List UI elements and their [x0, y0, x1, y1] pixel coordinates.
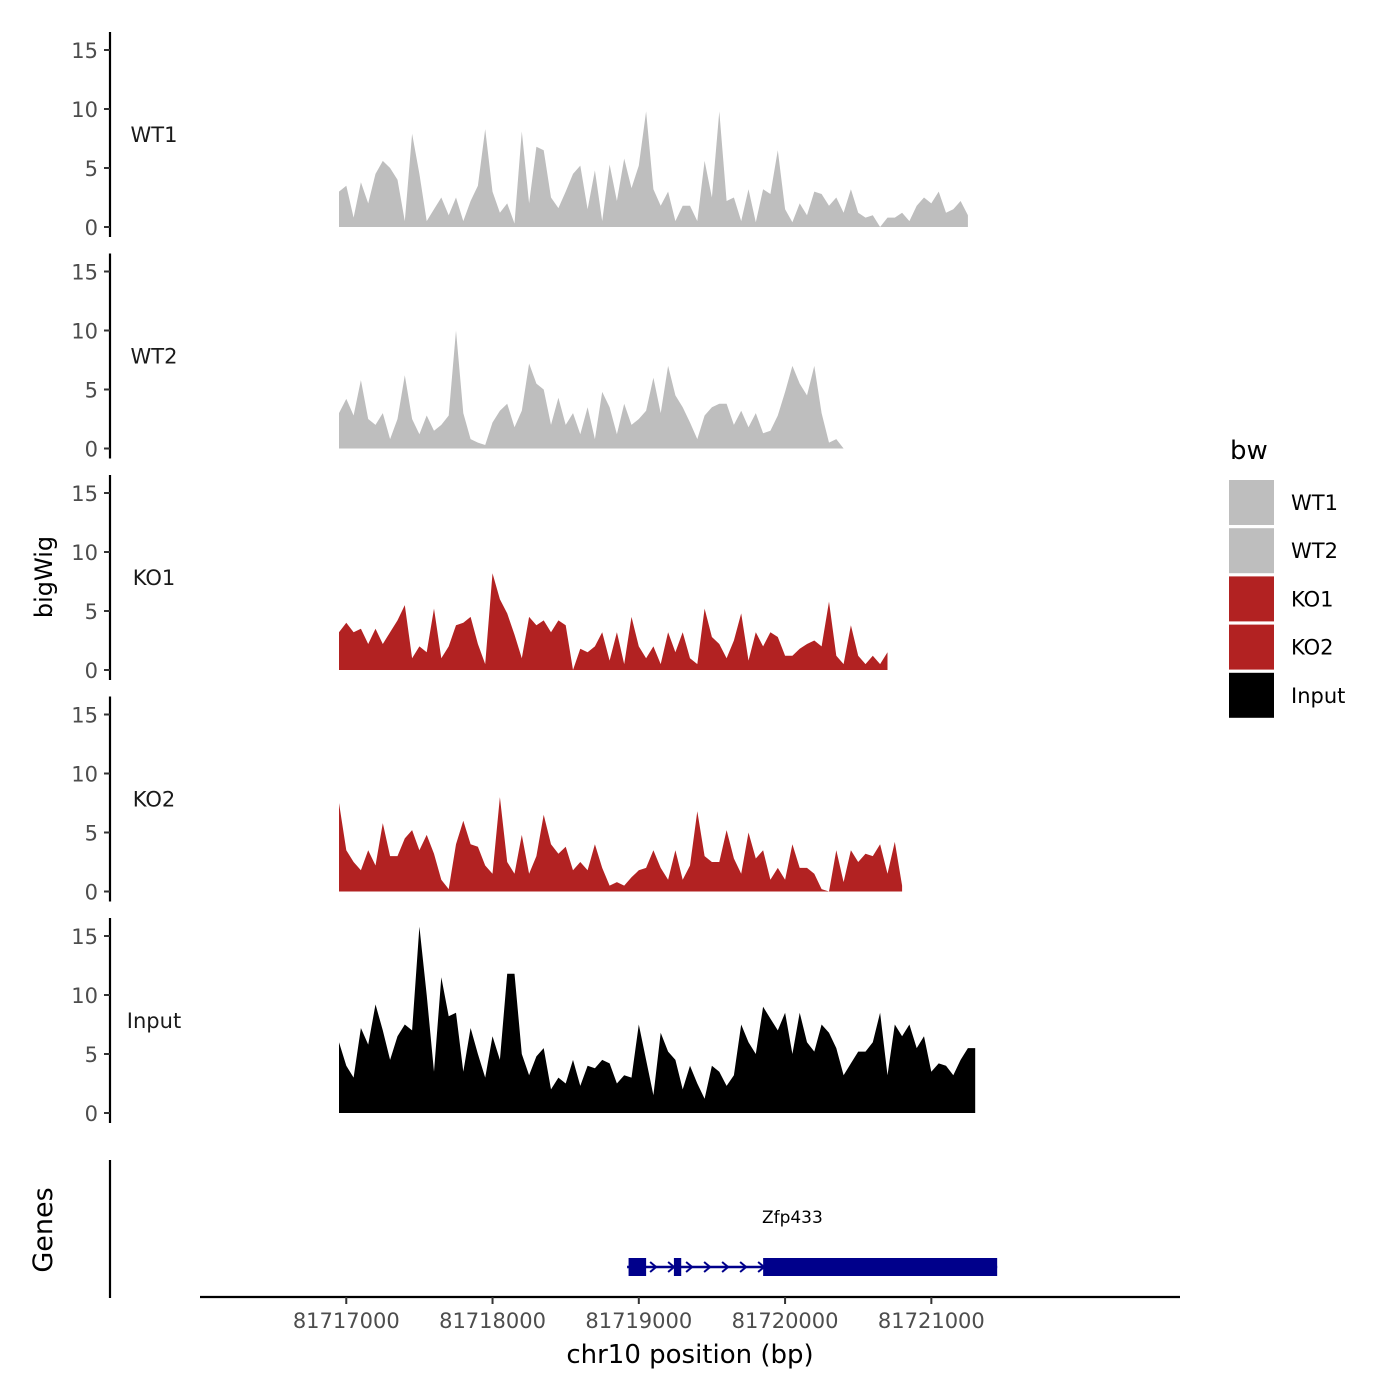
- legend-label-wt1: WT1: [1291, 491, 1338, 515]
- x-axis-label: chr10 position (bp): [566, 1340, 813, 1370]
- y-tick-label: 10: [71, 984, 98, 1008]
- y-tick-label: 0: [85, 881, 98, 905]
- legend-swatch-input: [1229, 672, 1274, 718]
- track-ko1: 0 5 10 15 KO1: [71, 475, 888, 683]
- legend-label-ko2: KO2: [1291, 636, 1334, 660]
- strand-arrow: [649, 1261, 658, 1273]
- legend-swatch-ko2: [1229, 624, 1274, 670]
- y-tick-label: 5: [85, 1043, 98, 1067]
- y-tick-label: 5: [85, 157, 98, 181]
- y-tick-label: 0: [85, 216, 98, 240]
- legend-label-ko1: KO1: [1291, 587, 1334, 611]
- legend: bw WT1 WT2 KO1 KO2 Input: [1229, 436, 1345, 718]
- signal-tracks: 0 5 10 15 WT1 0 5 10 15 WT2 0 5 10 15 KO1 0 5 10 15 KO2 0 5 10…: [71, 32, 976, 1126]
- y-tick-label: 0: [85, 659, 98, 683]
- area-wt1: [339, 111, 968, 227]
- area-input: [339, 926, 976, 1113]
- x-tick-label: 81719000: [585, 1309, 692, 1333]
- y-tick-label: 5: [85, 379, 98, 403]
- gene-exon: [628, 1258, 647, 1276]
- genes-track-label: Genes: [28, 1187, 59, 1272]
- area-ko2: [339, 797, 903, 892]
- legend-label-wt2: WT2: [1291, 539, 1338, 563]
- y-tick-label: 5: [85, 600, 98, 624]
- y-tick-label: 10: [71, 320, 98, 344]
- y-axis-label: bigWig: [30, 536, 58, 618]
- legend-swatch-wt2: [1229, 528, 1274, 574]
- x-tick-label: 81721000: [878, 1309, 985, 1333]
- y-tick-label: 10: [71, 763, 98, 787]
- legend-swatch-ko1: [1229, 576, 1274, 622]
- y-tick-label: 10: [71, 541, 98, 565]
- strand-arrow: [721, 1261, 730, 1273]
- x-tick-label: 81718000: [439, 1309, 546, 1333]
- track-label: KO2: [133, 788, 176, 812]
- y-tick-label: 15: [71, 261, 98, 285]
- legend-label-input: Input: [1291, 684, 1345, 708]
- track-label: WT2: [131, 345, 178, 369]
- x-axis: 81717000 81718000 81719000 81720000 81721000: [200, 1295, 1180, 1333]
- gene-track: Zfp433: [108, 1160, 998, 1298]
- x-tick-label: 81717000: [293, 1309, 400, 1333]
- x-tick-label: 81720000: [732, 1309, 839, 1333]
- legend-swatch-wt1: [1229, 480, 1274, 525]
- area-ko1: [339, 573, 888, 670]
- y-tick-label: 0: [85, 438, 98, 462]
- track-input: 0 5 10 15 Input: [71, 918, 976, 1126]
- y-tick-label: 15: [71, 925, 98, 949]
- gene-exon: [673, 1258, 682, 1276]
- gene-name-label: Zfp433: [762, 1208, 823, 1228]
- strand-arrow: [703, 1261, 712, 1273]
- y-tick-label: 15: [71, 482, 98, 506]
- track-label: WT1: [131, 123, 178, 147]
- gene-exon: [763, 1258, 998, 1276]
- strand-arrow: [685, 1261, 694, 1273]
- y-tick-label: 15: [71, 704, 98, 728]
- track-wt1: 0 5 10 15 WT1: [71, 32, 968, 240]
- y-tick-label: 10: [71, 98, 98, 122]
- y-tick-label: 5: [85, 822, 98, 846]
- track-wt2: 0 5 10 15 WT2: [71, 253, 844, 462]
- track-label: Input: [127, 1009, 181, 1033]
- y-tick-label: 0: [85, 1102, 98, 1126]
- y-tick-label: 15: [71, 39, 98, 63]
- legend-title: bw: [1230, 436, 1268, 466]
- track-label: KO1: [133, 566, 176, 590]
- strand-arrow: [739, 1261, 748, 1273]
- area-wt2: [339, 330, 844, 449]
- track-ko2: 0 5 10 15 KO2: [71, 696, 903, 905]
